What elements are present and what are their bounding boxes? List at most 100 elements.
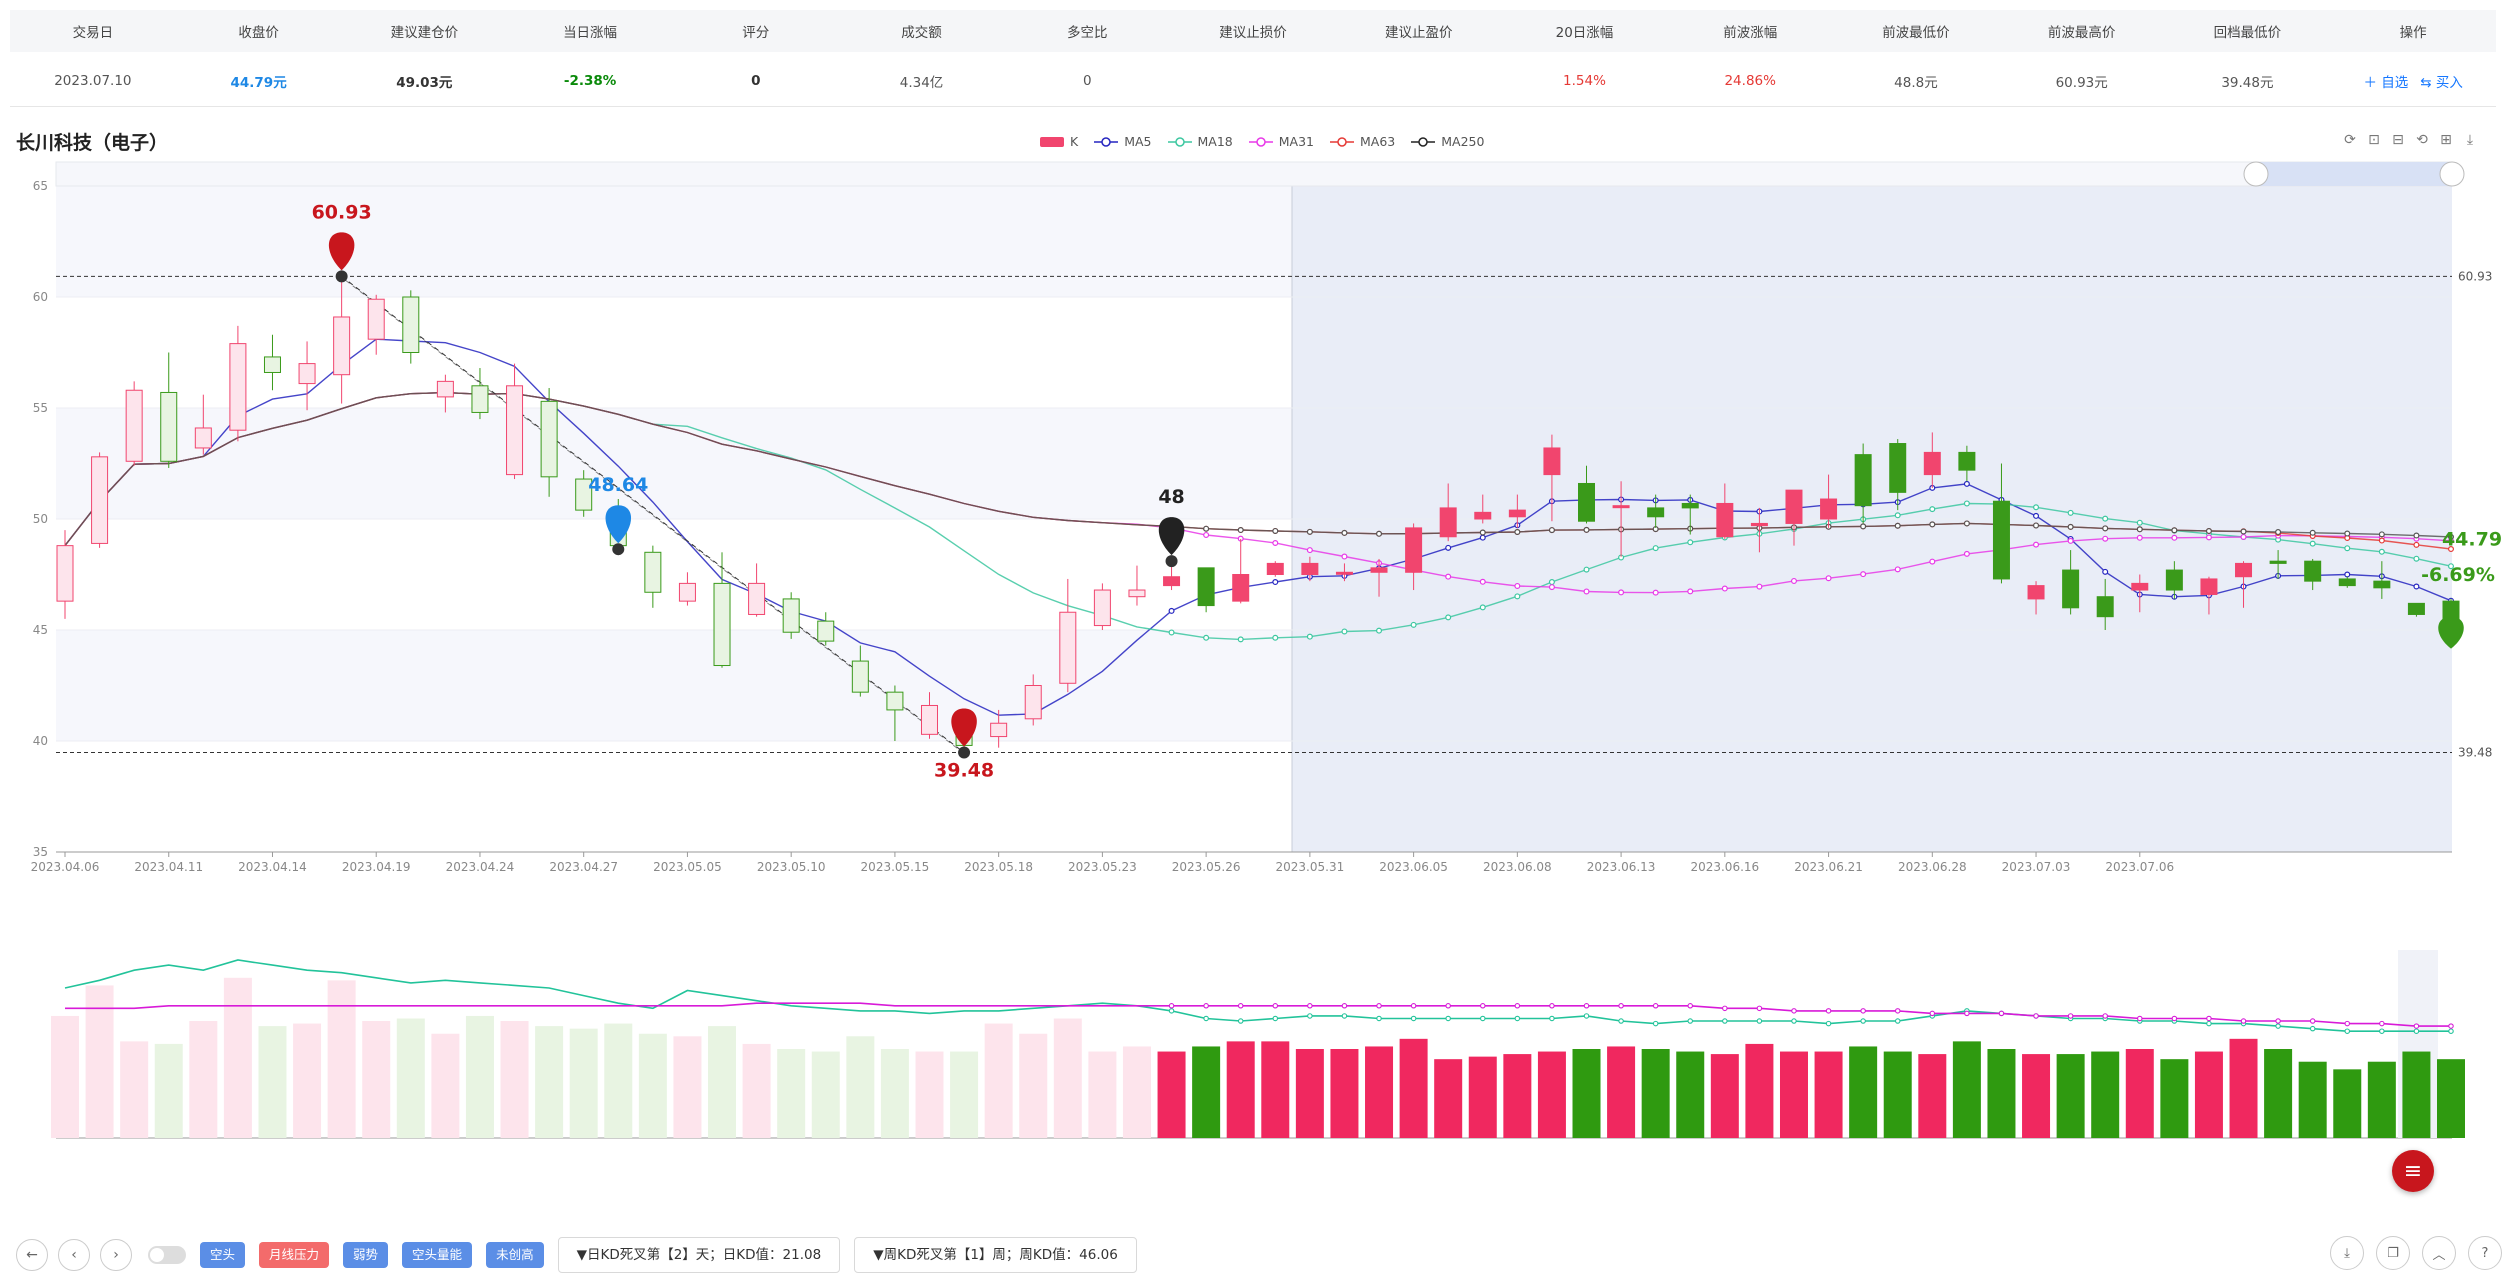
volume-ma-point [2275,1018,2281,1024]
datazoom-handle-left [2243,161,2269,187]
volume-bar [708,1026,737,1138]
volume-bar [673,1036,702,1138]
signal-tag-button[interactable]: 空头量能 [402,1242,473,1268]
download-icon[interactable]: ⤓ [2330,1236,2364,1270]
ma250-point [1479,529,1486,536]
candle [575,478,593,511]
volume-bar [915,1051,944,1138]
candle [782,598,800,633]
prev-icon[interactable]: ‹ [58,1239,90,1271]
ma250-line [64,391,2452,547]
legend-item[interactable]: K [1040,134,1078,149]
x-tick-label: 2023.05.18 [964,860,1033,874]
ma250-point [2413,532,2420,539]
back-icon[interactable]: ← [16,1239,48,1271]
candlestick-chart[interactable]: 35 40 45 50 55 60 65 2023.04.06 2023.04.11 2023.0… [0,0,2506,1200]
x-tick-label: 2023.04.14 [238,860,307,874]
toggle-switch[interactable] [148,1246,186,1264]
ma18-point [1929,506,1936,513]
volume-ma-point [1480,1015,1486,1022]
y-tick-label: 40 [33,734,48,748]
scroll-top-icon[interactable]: ︿ [2422,1236,2456,1270]
table-cell: 60.93元 [2055,75,2108,91]
data-view-icon[interactable]: ⊞ [2440,132,2452,148]
volume-bar [535,1026,564,1138]
volume-bar [2022,1054,2051,1138]
volume-ma-point [1272,1003,1279,1009]
candle [1197,567,1215,607]
ma18-point [1548,579,1555,586]
volume-bar [846,1036,875,1138]
col-header: 回档最低价 [2213,25,2282,41]
legend-swatch [1040,136,1064,147]
col-header: 20日涨幅 [1555,25,1614,41]
candle [2304,560,2322,582]
menu-icon[interactable]: ≡ [2392,1150,2434,1192]
legend-item[interactable]: MA250 [1411,134,1484,149]
restore-icon[interactable]: ⟲ [2416,132,2428,148]
legend-item[interactable]: MA63 [1330,134,1395,149]
volume-ma-point [1203,1003,1209,1009]
volume-ma-point [1583,1013,1590,1019]
ma31-point [1963,550,1970,557]
copy-icon[interactable]: ❐ [2376,1236,2410,1270]
candle [2338,578,2356,587]
volume-ma-point [1825,1020,1832,1027]
marker-pin [951,708,977,747]
volume-ma-point [1860,1018,1866,1024]
zoom-reset-icon[interactable]: ⊟ [2392,132,2404,148]
x-tick-label: 2023.04.27 [549,860,618,874]
kd-weekly-badge[interactable]: ▼周KD死叉第【1】周；周KD值：46.06 [854,1237,1137,1273]
volume-bar [984,1023,1013,1138]
x-tick-label: 2023.05.26 [1172,860,1241,874]
download-icon[interactable]: ⤓ [2466,132,2474,148]
refresh-icon[interactable]: ⟳ [2344,132,2356,148]
volume-ma-point [2240,1018,2247,1024]
table-cell: 2023.07.10 [54,73,132,89]
col-header: 多空比 [1067,25,1108,41]
table-cell: 0 [751,73,761,89]
buy-button[interactable]: ⇆ 买入 [2420,75,2463,91]
signal-tag-button[interactable]: 月线压力 [259,1242,330,1268]
volume-bar [1883,1051,1912,1138]
legend-item[interactable]: MA18 [1167,134,1233,149]
x-tick-label: 2023.04.24 [446,860,515,874]
ma250-point [1963,520,1970,527]
help-icon[interactable]: ? [2468,1236,2502,1270]
volume-bar [1434,1059,1463,1138]
col-header: 操作 [2399,25,2427,41]
volume-bar [1226,1041,1255,1138]
volume-ma-point [1549,1003,1555,1009]
volume-bar [1918,1054,1947,1138]
table-cell: -2.38% [563,73,617,89]
table-cell: 49.03元 [396,75,453,91]
marker-label: 48.64 [588,474,648,496]
kd-daily-badge[interactable]: ▼日KD死叉第【2】天；日KD值：21.08 [557,1237,841,1273]
legend-item[interactable]: MA31 [1248,134,1314,149]
volume-bar [742,1043,771,1138]
volume-ma-point [1618,1018,1624,1024]
ma31-point [2033,541,2040,548]
volume-ma-point [2448,1023,2454,1029]
ma250-point [2344,530,2351,537]
legend-swatch [1094,136,1119,147]
y-tick-label: 45 [33,623,48,637]
ma31-point [1687,588,1694,595]
volume-bar [1330,1049,1359,1138]
signal-tag-button[interactable]: 空头 [200,1242,246,1268]
ma31-point [1583,588,1590,595]
volume-ma-point [1168,1003,1175,1009]
volume-ma-point [1583,1003,1590,1009]
volume-bar [1641,1049,1670,1138]
signal-tag-button[interactable]: 弱势 [343,1242,389,1268]
zoom-area-icon[interactable]: ⊡ [2368,132,2380,148]
chart-legend: K MA5 MA18 MA31 MA63 MA250 [1040,134,1500,149]
next-icon[interactable]: › [100,1239,132,1271]
legend-item[interactable]: MA5 [1094,134,1152,149]
trend-line [341,275,965,753]
signal-tag-button[interactable]: 未创高 [486,1242,544,1268]
add-watchlist-button[interactable]: ＋ 自选 [2363,75,2409,91]
candle [540,400,558,478]
col-header: 当日涨幅 [563,25,618,41]
volume-ma-point [1860,1008,1866,1014]
